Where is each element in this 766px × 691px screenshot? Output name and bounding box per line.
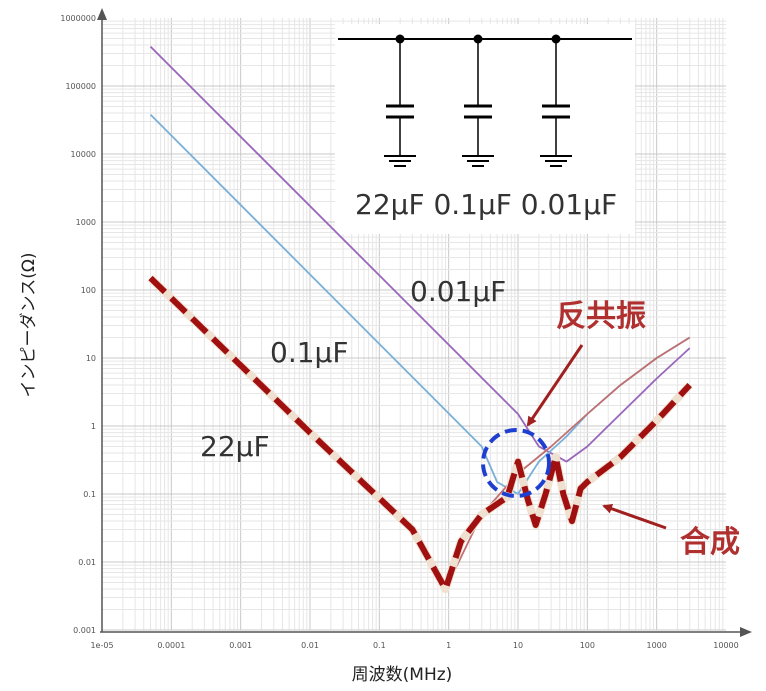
x-tick-label: 0.01 xyxy=(301,641,319,650)
label-0-01uF: 0.01µF xyxy=(410,275,506,308)
composite-label: 合成 xyxy=(680,525,740,560)
resonance-circle xyxy=(481,428,551,498)
circuit-labels: 22µF 0.1µF 0.01µF xyxy=(355,188,617,221)
series-layer xyxy=(147,45,693,594)
x-tick-label: 0.0001 xyxy=(157,641,185,650)
resonance-label: 反共振 xyxy=(556,299,646,334)
x-tick-label: 1000 xyxy=(646,641,666,650)
x-tick-label: 100 xyxy=(580,641,595,650)
y-tick-label: 100000 xyxy=(65,82,96,91)
x-axis-arrowhead xyxy=(740,627,752,637)
y-tick-label: 100 xyxy=(81,286,96,295)
x-tick-label: 10 xyxy=(513,641,523,650)
y-tick-label: 1 xyxy=(91,422,96,431)
x-tick-label: 0.1 xyxy=(373,641,386,650)
y-tick-label: 1000 xyxy=(76,218,96,227)
label-0-1uF: 0.1µF xyxy=(270,336,348,369)
y-axis-title: インピーダンス(Ω) xyxy=(19,253,39,398)
series-composite xyxy=(148,275,692,593)
label-22uF: 22µF xyxy=(200,430,270,463)
y-axis-arrowhead xyxy=(97,8,107,20)
resonance-arrow xyxy=(526,344,584,427)
y-tick-label: 10000 xyxy=(71,150,96,159)
circuit-background xyxy=(335,24,635,234)
x-tick-label: 10000 xyxy=(713,641,738,650)
y-tick-label: 0.1 xyxy=(83,490,96,499)
y-tick-label: 1000000 xyxy=(60,14,96,23)
circuit-diagram: 22µF 0.1µF 0.01µF xyxy=(335,24,635,234)
x-tick-label: 1 xyxy=(446,641,451,650)
series-0-01-F xyxy=(149,45,691,463)
x-tick-label: 1e-05 xyxy=(90,641,113,650)
x-axis-title: 周波数(MHz) xyxy=(352,665,453,685)
x-tick-label: 0.001 xyxy=(229,641,252,650)
composite-arrow xyxy=(602,503,667,530)
y-tick-label: 10 xyxy=(86,354,96,363)
y-tick-label: 0.01 xyxy=(78,558,96,567)
y-tick-label: 0.001 xyxy=(73,626,96,635)
